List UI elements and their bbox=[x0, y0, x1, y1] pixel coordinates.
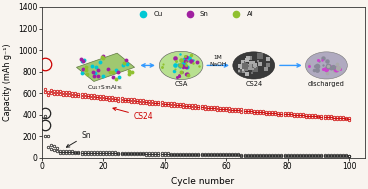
Text: Sn: Sn bbox=[67, 131, 91, 147]
X-axis label: Cycle number: Cycle number bbox=[171, 177, 235, 186]
Y-axis label: Capacity (mAh g⁻¹): Capacity (mAh g⁻¹) bbox=[3, 44, 13, 121]
Text: CS24: CS24 bbox=[113, 108, 153, 121]
